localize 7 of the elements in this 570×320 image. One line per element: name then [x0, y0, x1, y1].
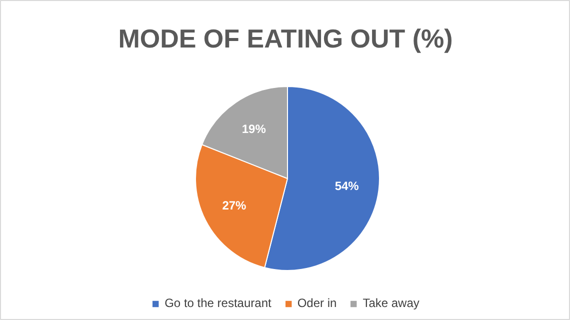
- legend-label: Go to the restaurant: [164, 296, 272, 310]
- legend-label: Take away: [362, 296, 420, 310]
- data-label: 27%: [222, 198, 247, 213]
- chart-title: MODE OF EATING OUT (%): [118, 24, 453, 54]
- legend-label: Oder in: [297, 296, 337, 310]
- data-label: 54%: [334, 178, 360, 193]
- data-label: 19%: [242, 122, 266, 136]
